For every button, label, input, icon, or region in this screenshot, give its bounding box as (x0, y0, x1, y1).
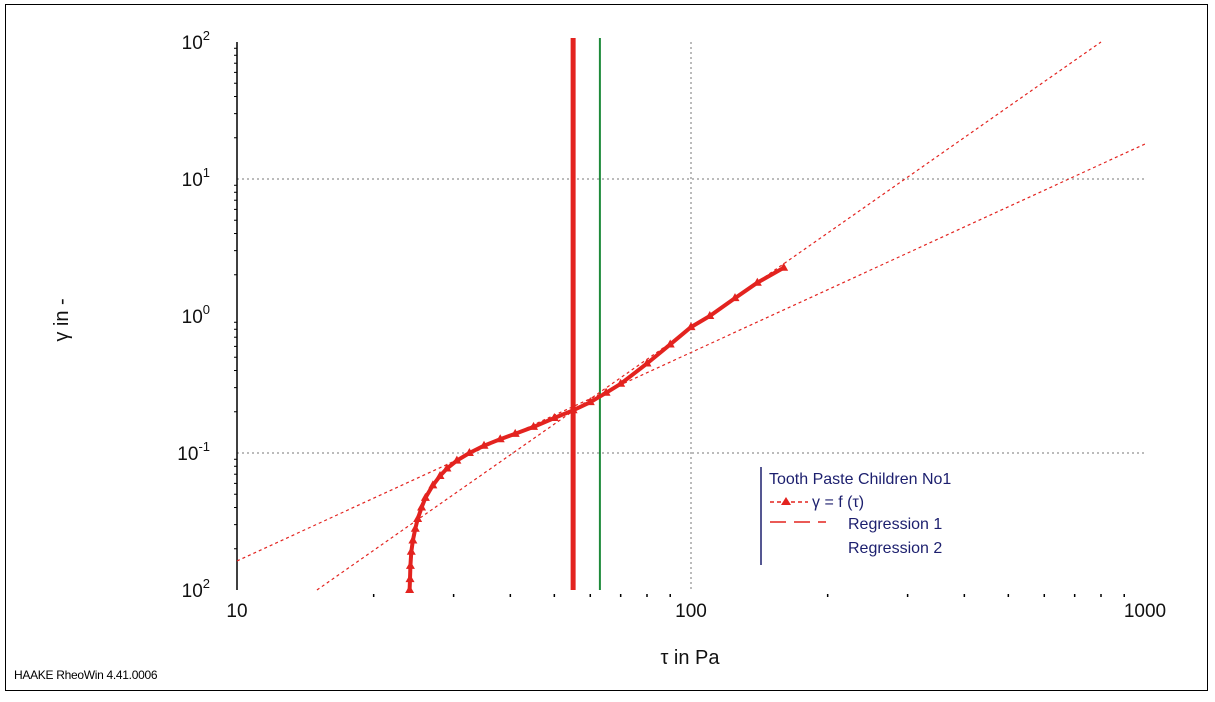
data-point (779, 262, 789, 271)
software-version-footer: HAAKE RheoWin 4.41.0006 (14, 668, 158, 682)
data-point (428, 480, 438, 489)
data-point (435, 470, 445, 479)
data-point (410, 523, 420, 532)
y-axis-minor-ticks (234, 47, 237, 550)
data-point (752, 277, 762, 286)
data-point (405, 574, 415, 583)
data-point (601, 387, 611, 396)
data-point (405, 585, 415, 593)
x-axis-title: τ in Pa (660, 647, 720, 669)
vertical-markers (570, 38, 601, 590)
y-axis-title: γ in - (51, 298, 73, 341)
regression-lines (236, 41, 1146, 591)
y-tick-labels: 102 101 100 10-1 102 (177, 28, 210, 602)
grid-lines (237, 42, 1145, 590)
y-tick-label: 101 (182, 165, 210, 191)
data-point (420, 492, 430, 501)
series-line (407, 266, 785, 591)
chart-frame (5, 4, 1208, 691)
y-tick-label: 102 (182, 28, 210, 54)
legend-label-regression-1: Regression 1 (848, 516, 942, 533)
legend-label-series: γ = f (τ) (812, 494, 864, 511)
legend-entry-regression-2: Regression 2 (848, 540, 942, 557)
legend-label-regression-2: Regression 2 (848, 540, 942, 557)
legend-entry-regression-1: Regression 1 (770, 516, 942, 533)
data-point (405, 560, 415, 569)
data-point (529, 421, 539, 430)
legend-title: Tooth Paste Children No1 (769, 471, 951, 488)
data-point (705, 311, 715, 319)
data-point (479, 440, 489, 449)
x-tick-labels: 10 100 1000 (226, 594, 1166, 622)
data-point (510, 428, 520, 437)
y-tick-label: 10-1 (177, 439, 210, 465)
data-point (417, 502, 427, 511)
data-point (464, 448, 474, 456)
data-point (442, 463, 452, 472)
legend-marker-series (781, 497, 791, 505)
data-point (495, 434, 505, 443)
data-point (616, 378, 626, 387)
data-point (642, 358, 652, 367)
data-point (665, 339, 675, 348)
legend: Tooth Paste Children No1 γ = f (τ) Regre… (760, 467, 951, 565)
x-tick-label: 100 (675, 601, 707, 622)
y-tick-label: 100 (182, 302, 210, 328)
data-point (585, 397, 595, 406)
regression-line-2 (236, 143, 1146, 562)
data-points (405, 262, 789, 593)
x-tick-label: 10 (226, 601, 247, 622)
data-point (452, 455, 462, 464)
y-tick-label: 102 (182, 576, 210, 602)
x-tick-label: 1000 (1124, 601, 1166, 622)
axes (234, 42, 238, 590)
data-point (406, 546, 416, 555)
data-point (413, 513, 423, 522)
data-point (408, 535, 418, 544)
data-point (686, 322, 696, 331)
data-point (568, 405, 578, 414)
data-point (549, 413, 559, 422)
data-point (730, 293, 740, 302)
legend-entry-series: γ = f (τ) (770, 494, 864, 511)
